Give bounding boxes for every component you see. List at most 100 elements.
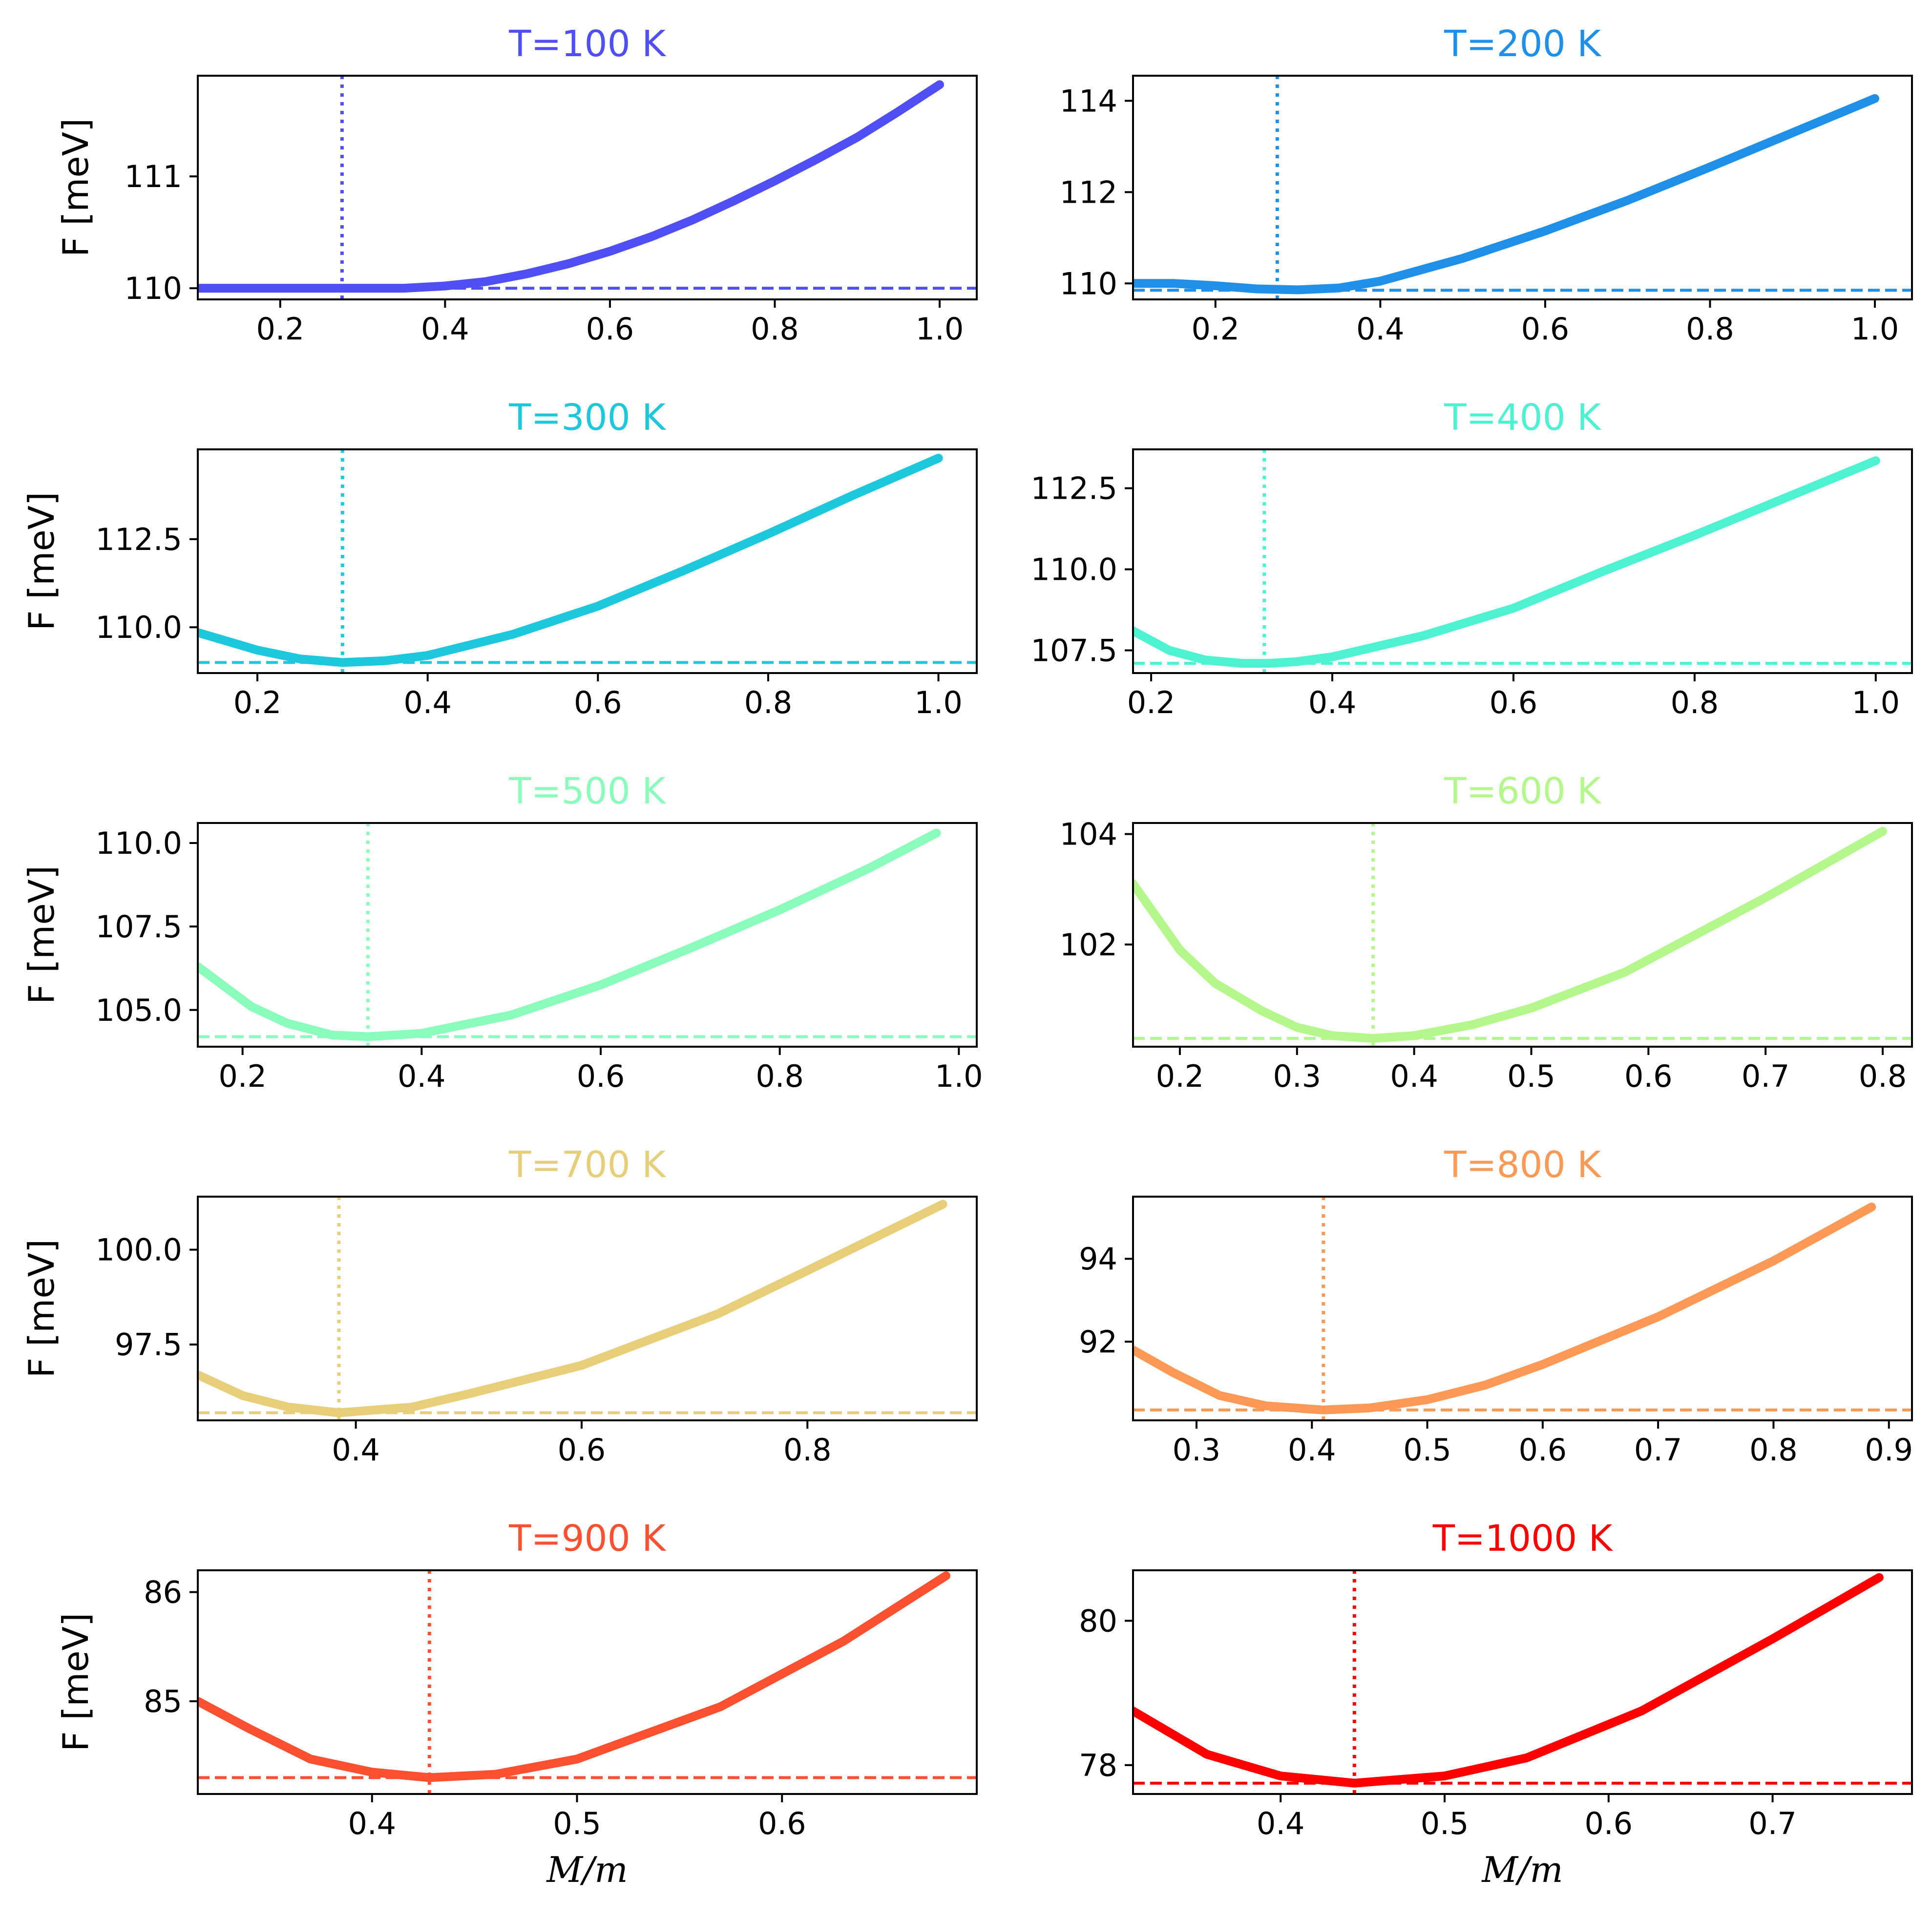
- x-tick-label: 0.6: [577, 1058, 625, 1094]
- plot-frame: [197, 1196, 978, 1421]
- x-tick-label: 0.3: [1173, 1432, 1221, 1468]
- x-tick-label: 0.4: [421, 311, 469, 347]
- chart-panel-8: T=800 K 0.3 0.4 0.5 0.6 0.7 0.8 0.9 92 94: [1079, 1144, 1913, 1468]
- y-tick-label: 112.5: [1031, 471, 1118, 506]
- free-energy-curve: [198, 80, 944, 293]
- y-tick-label: 97.5: [115, 1327, 182, 1363]
- y-tick-label: 85: [144, 1684, 182, 1719]
- panel-title: T=200 K: [1444, 23, 1602, 65]
- x-tick-label: 0.6: [1519, 1432, 1567, 1468]
- x-tick-label: 0.2: [1156, 1058, 1204, 1094]
- x-axis-label: M/m: [1481, 1849, 1563, 1890]
- y-axis-label: F [meV]: [21, 865, 62, 1004]
- free-energy-curve: [1133, 1573, 1884, 1788]
- x-tick-label: 0.6: [1521, 311, 1570, 347]
- x-tick-label: 0.2: [1127, 685, 1176, 720]
- x-tick-label: 0.6: [586, 311, 634, 347]
- plot-frame: [1132, 822, 1913, 1048]
- plot-frame: [197, 75, 978, 300]
- x-axis-label: M/m: [546, 1849, 628, 1890]
- x-tick-label: 0.5: [1403, 1432, 1451, 1468]
- x-tick-label: 0.5: [1421, 1806, 1469, 1841]
- chart-panel-3: T=300 K 0.2 0.4 0.6 0.8 1.0 110.0 112.5 F [meV]: [21, 397, 978, 720]
- x-tick-label: 0.6: [1490, 685, 1538, 720]
- x-tick-label: 0.3: [1273, 1058, 1321, 1094]
- panel-title: T=800 K: [1444, 1144, 1602, 1186]
- panel-title: T=100 K: [508, 23, 667, 65]
- x-tick-label: 0.8: [1671, 685, 1719, 720]
- x-tick-label: 1.0: [1851, 311, 1899, 347]
- chart-panel-10: T=1000 K 0.4 0.5 0.6 0.7 78 80 M/m: [1079, 1518, 1913, 1890]
- y-axis-label: F [meV]: [55, 1613, 96, 1751]
- x-axis-label-symbol: M: [546, 1849, 584, 1890]
- x-tick-label: 0.7: [1748, 1806, 1797, 1841]
- plot-frame: [1132, 1569, 1913, 1795]
- chart-panel-6: T=600 K 0.2 0.3 0.4 0.5 0.6 0.7 0.8 102 104: [1060, 770, 1913, 1094]
- x-tick-label: 0.4: [1288, 1432, 1336, 1468]
- y-tick-label: 100.0: [96, 1232, 183, 1268]
- y-axis-label: F [meV]: [21, 492, 62, 631]
- x-tick-label: 0.4: [398, 1058, 446, 1094]
- plot-frame: [197, 448, 978, 674]
- panel-title: T=700 K: [508, 1144, 667, 1186]
- panel-title: T=500 K: [508, 770, 667, 812]
- plot-frame: [1132, 1196, 1913, 1421]
- y-tick-label: 86: [144, 1575, 182, 1610]
- x-tick-label: 0.7: [1634, 1432, 1682, 1468]
- y-tick-label: 110: [1060, 266, 1117, 301]
- free-energy-curve: [198, 454, 943, 667]
- chart-panel-2: T=200 K 0.2 0.4 0.6 0.8 1.0 110 112 114: [1060, 23, 1913, 347]
- x-tick-label: 1.0: [935, 1058, 983, 1094]
- x-tick-label: 0.6: [574, 685, 622, 720]
- panel-title: T=400 K: [1444, 397, 1602, 439]
- x-tick-label: 0.8: [756, 1058, 804, 1094]
- x-tick-label: 0.7: [1742, 1058, 1790, 1094]
- panel-title: T=600 K: [1444, 770, 1602, 812]
- x-tick-label: 0.8: [783, 1432, 832, 1468]
- x-tick-label: 0.4: [1308, 685, 1357, 720]
- y-tick-label: 94: [1079, 1241, 1117, 1277]
- chart-panel-4: T=400 K 0.2 0.4 0.6 0.8 1.0 107.5 110.0 112.5: [1031, 397, 1913, 720]
- y-tick-label: 80: [1079, 1603, 1117, 1639]
- x-tick-label: 0.4: [348, 1806, 396, 1841]
- y-tick-label: 114: [1060, 83, 1117, 119]
- x-tick-label: 0.6: [558, 1432, 606, 1468]
- x-tick-label: 0.2: [233, 685, 282, 720]
- free-energy-curve: [1133, 827, 1887, 1043]
- x-tick-label: 0.8: [1749, 1432, 1798, 1468]
- y-tick-label: 104: [1060, 817, 1117, 852]
- x-tick-label: 1.0: [914, 685, 963, 720]
- x-axis-label-symbol: M: [1481, 1849, 1519, 1890]
- x-tick-label: 0.4: [1390, 1058, 1438, 1094]
- x-tick-label: 0.6: [1624, 1058, 1673, 1094]
- plot-frame: [197, 1569, 978, 1795]
- x-tick-label: 0.6: [758, 1806, 806, 1841]
- free-energy-curve: [1133, 94, 1879, 295]
- x-tick-label: 0.4: [403, 685, 452, 720]
- y-tick-label: 111: [125, 159, 182, 194]
- panel-title: T=1000 K: [1432, 1518, 1614, 1560]
- x-axis-label-rest: /m: [580, 1849, 628, 1890]
- x-tick-label: 0.8: [1686, 311, 1734, 347]
- free-energy-curve: [1133, 1203, 1876, 1414]
- plot-frame: [1132, 75, 1913, 300]
- y-tick-label: 105.0: [96, 992, 183, 1028]
- x-tick-label: 0.8: [744, 685, 793, 720]
- chart-panel-1: T=100 K 0.2 0.4 0.6 0.8 1.0 110 111 F [meV]: [55, 23, 978, 347]
- panel-title: T=300 K: [508, 397, 667, 439]
- plot-frame: [1132, 448, 1913, 674]
- y-axis-label: F [meV]: [55, 118, 96, 257]
- x-tick-label: 1.0: [916, 311, 964, 347]
- x-tick-label: 0.5: [553, 1806, 601, 1841]
- x-tick-label: 0.6: [1584, 1806, 1633, 1841]
- x-tick-label: 0.4: [332, 1432, 380, 1468]
- y-axis-label: F [meV]: [21, 1239, 62, 1378]
- y-tick-label: 112.5: [96, 522, 183, 557]
- y-tick-label: 110.0: [96, 825, 183, 861]
- y-tick-label: 112: [1060, 174, 1117, 210]
- x-tick-label: 0.4: [1356, 311, 1405, 347]
- y-tick-label: 110.0: [96, 610, 183, 645]
- panel-title: T=900 K: [508, 1518, 667, 1560]
- x-tick-label: 0.8: [1859, 1058, 1907, 1094]
